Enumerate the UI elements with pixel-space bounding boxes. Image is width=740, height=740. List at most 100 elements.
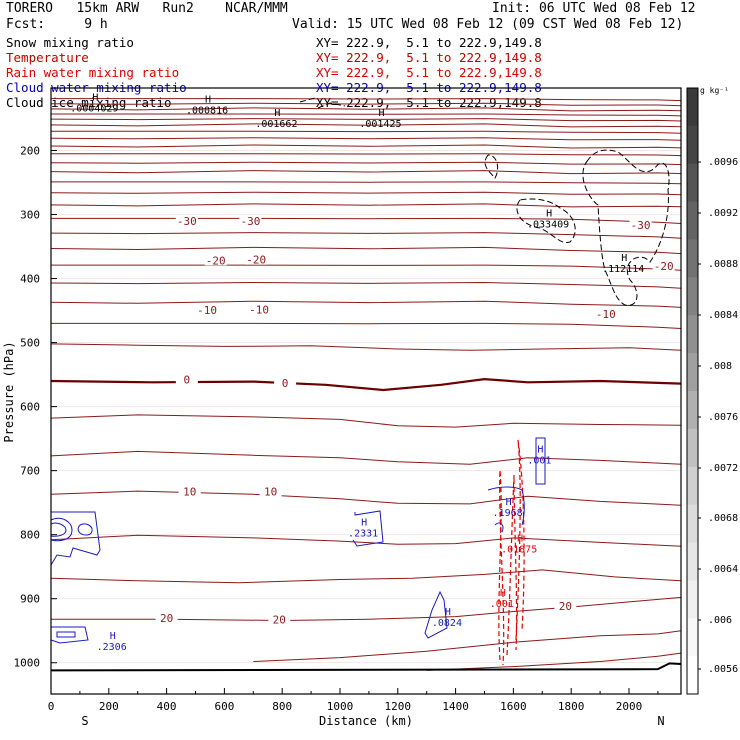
colorbar-swatch <box>687 201 698 240</box>
isotherm-line <box>50 232 682 239</box>
isotherm-label-bg <box>175 215 198 227</box>
plot-frame <box>50 87 682 695</box>
isotherm-label: -10 <box>596 308 616 321</box>
colorbar-tick-label: .0088 <box>708 259 738 270</box>
isotherm-line <box>50 170 682 175</box>
maximum-label: .001425 <box>359 119 401 130</box>
maximum-marker: H <box>506 497 512 508</box>
maximum-label: .2306 <box>97 642 127 653</box>
y-tick-label: 600 <box>20 401 40 414</box>
isotherm-label: -20 <box>654 260 674 273</box>
isotherm-label: -20 <box>246 254 266 267</box>
maximum-marker: H <box>546 208 552 219</box>
colorbar-swatch <box>687 656 698 695</box>
snow-contour <box>484 154 499 179</box>
isotherm-line <box>50 414 682 428</box>
y-tick-label: 800 <box>20 529 40 542</box>
colorbar-tick-label: .0076 <box>708 412 738 423</box>
colorbar-tick-label: .008 <box>708 361 732 372</box>
x-tick-label: 600 <box>214 700 234 713</box>
colorbar-swatch <box>687 277 698 316</box>
isotherm-label-bg <box>652 260 675 272</box>
isotherm-label-bg <box>274 377 297 389</box>
cloud-water-contour <box>56 631 76 638</box>
cloud-water-contour <box>77 523 93 536</box>
isotherm-line <box>50 102 682 107</box>
maximum-label: .000816 <box>186 105 228 116</box>
y-tick-label: 300 <box>20 209 40 222</box>
isotherm-line <box>50 118 682 122</box>
isotherm-line <box>51 98 682 102</box>
x-tick-label: 2000 <box>616 700 643 713</box>
snow-contour <box>516 198 576 244</box>
isotherm-label-bg <box>554 600 577 612</box>
temperature-contours <box>50 98 682 672</box>
maximum-label: .001 <box>527 456 551 467</box>
isotherm-line <box>51 130 682 134</box>
colorbar-tick-label: .0068 <box>708 513 738 524</box>
x-tick-label: 0 <box>48 700 55 713</box>
isotherm-label: 20 <box>559 600 572 613</box>
x-tick-label: 400 <box>157 700 177 713</box>
snow-contour <box>317 102 346 109</box>
colorbar-swatch <box>687 618 698 657</box>
colorbar-swatch <box>687 542 698 581</box>
south-endpoint-label: S <box>81 714 88 728</box>
isotherm-label-bg <box>245 253 268 265</box>
maximum-label: .001 <box>490 599 514 610</box>
isotherm-label: 10 <box>264 485 277 498</box>
isotherm-label-bg <box>248 303 271 315</box>
maximum-label: .01875 <box>501 545 537 556</box>
colorbar-swatch <box>687 239 698 278</box>
y-tick-label: 900 <box>20 593 40 606</box>
colorbar-frame <box>686 87 699 695</box>
isotherm-label: -30 <box>177 215 197 228</box>
legend-rain-xy: XY= 222.9, 5.1 to 222.9,149.8 <box>316 65 542 80</box>
isotherm-line <box>50 191 682 196</box>
isotherm-line <box>50 450 682 465</box>
colorbar-unit: g kg⁻¹ <box>700 86 729 95</box>
legend-rain: Rain water mixing ratio <box>6 65 180 80</box>
snow-contours <box>299 97 670 306</box>
colorbar-swatch <box>687 163 698 202</box>
contour-labels: -30 -30 -30 -20 -20 -20 -10 -10 -10 0 0 10 10 20 20 20 H… <box>70 92 675 653</box>
maximum-marker: H <box>274 108 280 119</box>
isotherm-label: -30 <box>631 219 651 232</box>
isotherm-line <box>253 630 682 662</box>
model-title: TORERO 15km ARW Run2 NCAR/MMM <box>6 1 288 16</box>
colorbar-swatch <box>687 466 698 505</box>
colorbar-tick-label: .0084 <box>708 310 738 321</box>
x-tick-label: 200 <box>99 700 119 713</box>
colorbar-swatch <box>687 580 698 619</box>
isotherm-line <box>51 217 682 224</box>
x-tick-label: 1800 <box>558 700 585 713</box>
isotherm-line <box>50 300 682 308</box>
cloud-water-contour <box>50 517 73 542</box>
isotherm-line <box>50 161 682 166</box>
legend-temperature: Temperature <box>6 50 89 65</box>
maximum-marker: H <box>445 607 451 618</box>
isotherm-label: 10 <box>183 485 196 498</box>
colorbar-tick-label: .0056 <box>708 664 738 675</box>
legend-snow: Snow mixing ratio <box>6 35 134 50</box>
colorbar-swatch <box>687 391 698 430</box>
maximum-marker: H <box>110 631 116 642</box>
isotherm-line <box>50 123 682 128</box>
snow-contour <box>299 97 316 103</box>
isotherm-line <box>51 181 682 185</box>
cloud-water-contour <box>50 511 101 566</box>
x-tick-label: 1600 <box>500 700 527 713</box>
isotherm-label: 20 <box>160 612 173 625</box>
maximum-label: .112114 <box>602 264 644 275</box>
colorbar: g kg⁻¹ .0096 .0092 .0088 .0084 .008 .0076 .0072… <box>686 86 738 695</box>
cloud-water-contour <box>50 626 89 644</box>
isotherm-label: 0 <box>184 373 191 386</box>
maximum-marker: H <box>205 94 211 105</box>
isotherm-label: 0 <box>282 377 289 390</box>
y-tick-label: 400 <box>20 273 40 286</box>
isotherm-label: 20 <box>273 613 286 626</box>
isotherm-label-bg <box>196 304 219 316</box>
isotherm-line <box>50 144 682 149</box>
x-axis-title: Distance (km) <box>319 714 413 728</box>
isotherm-line <box>50 107 682 112</box>
